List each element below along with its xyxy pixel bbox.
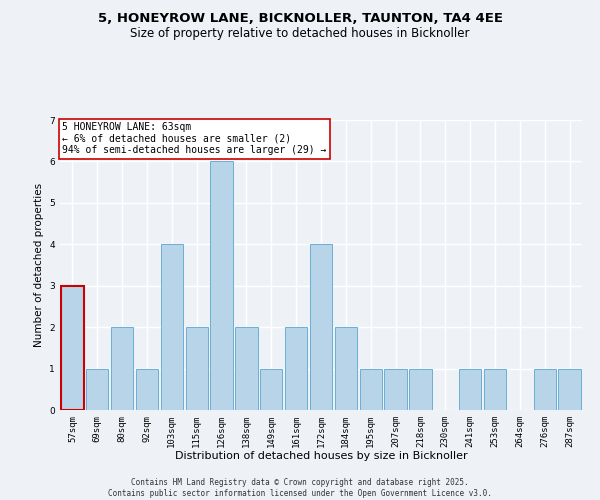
Y-axis label: Number of detached properties: Number of detached properties [34,183,44,347]
Bar [136,368,158,410]
Text: Size of property relative to detached houses in Bicknoller: Size of property relative to detached ho… [130,28,470,40]
Bar [211,162,233,410]
Bar [459,368,481,410]
Bar [86,368,109,410]
Bar [61,286,83,410]
Text: 5, HONEYROW LANE, BICKNOLLER, TAUNTON, TA4 4EE: 5, HONEYROW LANE, BICKNOLLER, TAUNTON, T… [97,12,503,26]
Bar [533,368,556,410]
Bar [385,368,407,410]
X-axis label: Distribution of detached houses by size in Bicknoller: Distribution of detached houses by size … [175,452,467,462]
Bar [484,368,506,410]
Bar [359,368,382,410]
Bar [335,327,357,410]
Bar [235,327,257,410]
Bar [185,327,208,410]
Bar [559,368,581,410]
Bar [260,368,283,410]
Text: Contains HM Land Registry data © Crown copyright and database right 2025.
Contai: Contains HM Land Registry data © Crown c… [108,478,492,498]
Bar [285,327,307,410]
Bar [111,327,133,410]
Bar [310,244,332,410]
Bar [409,368,431,410]
Bar [161,244,183,410]
Text: 5 HONEYROW LANE: 63sqm
← 6% of detached houses are smaller (2)
94% of semi-detac: 5 HONEYROW LANE: 63sqm ← 6% of detached … [62,122,327,156]
